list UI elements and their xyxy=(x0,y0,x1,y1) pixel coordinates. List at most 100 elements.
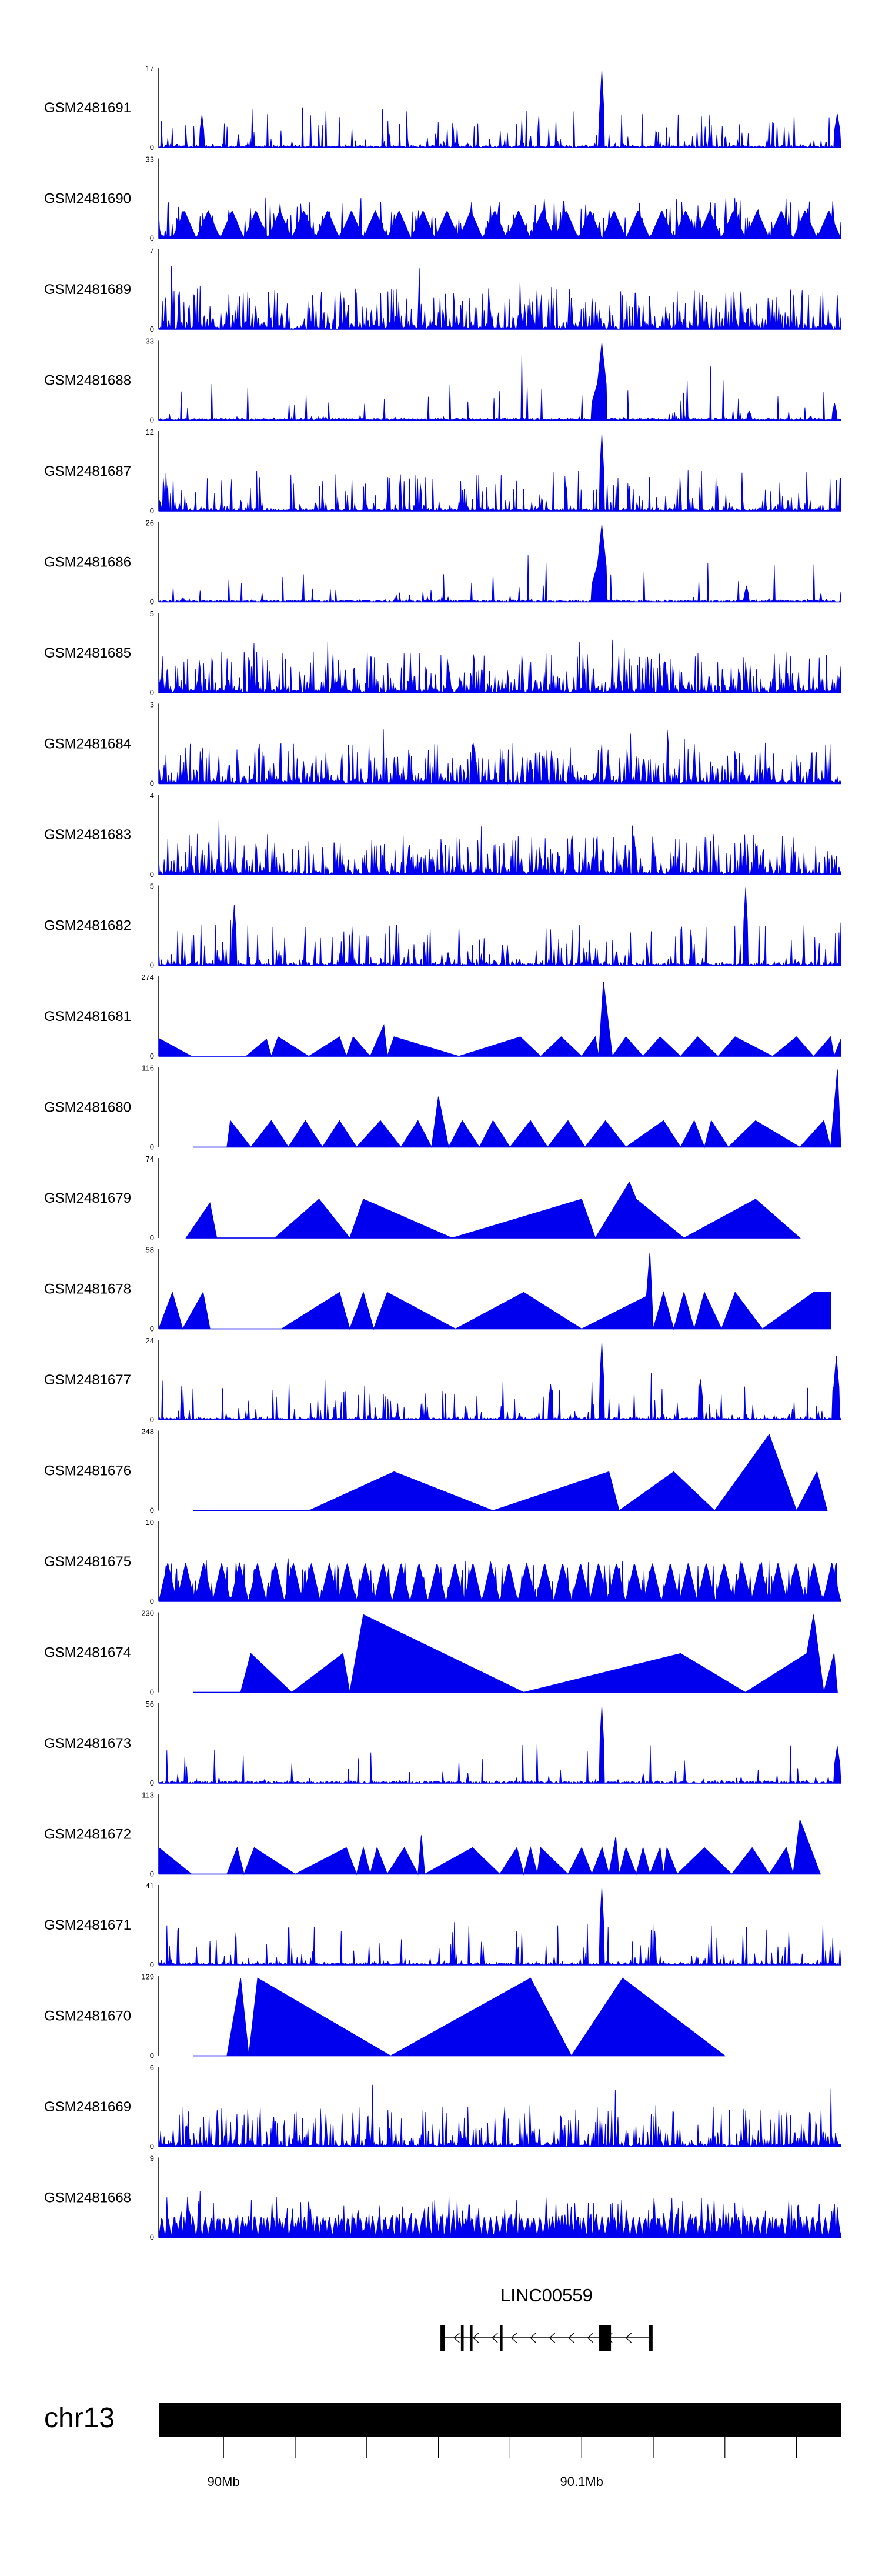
axis-min-label: 0 xyxy=(150,1506,154,1515)
coverage-area xyxy=(193,1977,726,2057)
chromosome-tick-label: 90.1Mb xyxy=(560,2474,603,2489)
axis-min-label: 0 xyxy=(150,779,154,788)
axis-max-label: 74 xyxy=(146,1154,154,1163)
axis-min-label: 0 xyxy=(150,2142,154,2151)
track-gsm2481676: GSM2481676 248 0 xyxy=(44,1427,828,1515)
axis-max-label: 17 xyxy=(146,64,154,73)
track-gsm2481677: GSM2481677 24 0 xyxy=(44,1336,841,1424)
track-gsm2481681: GSM2481681 274 0 xyxy=(44,973,841,1060)
track-gsm2481691: GSM2481691 17 0 xyxy=(44,64,841,152)
track-gsm2481687: GSM2481687 12 0 xyxy=(44,428,841,515)
coverage-area xyxy=(158,2084,841,2148)
axis-min-label: 0 xyxy=(150,688,154,697)
coverage-area xyxy=(185,1181,801,1239)
coverage-area xyxy=(193,1433,828,1511)
axis-min-label: 0 xyxy=(150,1597,154,1606)
track-label: GSM2481686 xyxy=(44,555,131,570)
strand-arrow xyxy=(530,2333,536,2343)
axis-max-label: 5 xyxy=(150,609,154,618)
axis-min-label: 0 xyxy=(150,1324,154,1333)
coverage-area xyxy=(193,1069,841,1149)
axis-max-label: 129 xyxy=(141,1973,154,1981)
track-label: GSM2481672 xyxy=(44,1827,131,1843)
gene-exon xyxy=(500,2325,503,2351)
axis-min-label: 0 xyxy=(150,2233,154,2242)
strand-arrow xyxy=(472,2333,479,2343)
track-gsm2481669: GSM2481669 6 0 xyxy=(44,2063,841,2151)
track-gsm2481675: GSM2481675 10 0 xyxy=(44,1518,841,1606)
track-gsm2481686: GSM2481686 26 0 xyxy=(44,519,841,606)
track-label: GSM2481683 xyxy=(44,827,131,843)
strand-arrow xyxy=(625,2333,632,2343)
track-gsm2481690: GSM2481690 33 0 xyxy=(44,155,841,243)
gene-label: LINC00559 xyxy=(500,2285,593,2305)
axis-max-label: 113 xyxy=(142,1791,154,1800)
chromosome-band xyxy=(159,2403,841,2437)
axis-max-label: 56 xyxy=(146,1700,154,1709)
track-label: GSM2481675 xyxy=(44,1554,131,1570)
gene-exon xyxy=(469,2325,473,2351)
coverage-area xyxy=(193,1614,838,1693)
track-label: GSM2481690 xyxy=(44,191,131,207)
track-label: GSM2481676 xyxy=(44,1463,131,1479)
axis-max-label: 9 xyxy=(150,2154,154,2163)
axis-max-label: 7 xyxy=(150,246,154,255)
track-label: GSM2481670 xyxy=(44,2008,131,2024)
track-gsm2481683: GSM2481683 4 0 xyxy=(44,791,841,879)
coverage-area xyxy=(158,887,841,967)
strand-arrow xyxy=(568,2333,574,2343)
sample-tracks: GSM2481691170GSM2481690330GSM248168970GS… xyxy=(44,64,841,2242)
strand-arrow xyxy=(510,2333,517,2343)
track-gsm2481684: GSM2481684 3 0 xyxy=(44,700,841,788)
axis-min-label: 0 xyxy=(150,143,154,152)
axis-max-label: 116 xyxy=(142,1064,154,1073)
chromosome-label: chr13 xyxy=(44,2403,115,2434)
track-label: GSM2481682 xyxy=(44,918,131,934)
axis-min-label: 0 xyxy=(150,1870,154,1878)
coverage-area xyxy=(158,1705,841,1784)
axis-min-label: 0 xyxy=(150,325,154,333)
track-gsm2481672: GSM2481672 113 0 xyxy=(44,1791,821,1878)
track-label: GSM2481684 xyxy=(44,736,131,752)
coverage-area xyxy=(158,1819,821,1876)
coverage-area xyxy=(158,69,841,149)
track-label: GSM2481685 xyxy=(44,645,131,661)
track-gsm2481678: GSM2481678 58 0 xyxy=(44,1246,831,1333)
axis-min-label: 0 xyxy=(150,1415,154,1424)
track-gsm2481674: GSM2481674 230 0 xyxy=(44,1609,838,1697)
axis-max-label: 33 xyxy=(146,337,154,346)
strand-arrow xyxy=(587,2333,594,2343)
axis-max-label: 248 xyxy=(141,1427,154,1436)
axis-min-label: 0 xyxy=(150,2051,154,2060)
coverage-area xyxy=(158,1253,831,1330)
axis-max-label: 3 xyxy=(150,700,154,709)
axis-max-label: 4 xyxy=(150,791,154,800)
track-gsm2481670: GSM2481670 129 0 xyxy=(44,1973,726,2060)
track-label: GSM2481671 xyxy=(44,1917,131,1933)
gene-exon xyxy=(440,2325,445,2351)
axis-min-label: 0 xyxy=(150,506,154,515)
track-gsm2481689: GSM2481689 7 0 xyxy=(44,246,841,333)
chromosome-ideogram: chr13 90Mb 90.1Mb xyxy=(44,2403,841,2489)
track-label: GSM2481680 xyxy=(44,1100,131,1116)
axis-max-label: 24 xyxy=(146,1336,154,1345)
strand-arrow xyxy=(549,2333,556,2343)
gene-exon xyxy=(599,2325,612,2351)
axis-min-label: 0 xyxy=(150,1778,154,1787)
coverage-area xyxy=(158,1342,841,1421)
axis-min-label: 0 xyxy=(150,598,154,606)
track-gsm2481688: GSM2481688 33 0 xyxy=(44,337,841,425)
track-gsm2481685: GSM2481685 5 0 xyxy=(44,609,841,697)
coverage-area xyxy=(158,197,841,239)
track-label: GSM2481689 xyxy=(44,282,131,298)
axis-min-label: 0 xyxy=(150,1143,154,1152)
coverage-area xyxy=(158,982,841,1058)
coverage-area xyxy=(158,2191,841,2238)
track-gsm2481668: GSM2481668 9 0 xyxy=(44,2154,841,2242)
track-gsm2481682: GSM2481682 5 0 xyxy=(44,882,841,970)
axis-max-label: 58 xyxy=(146,1246,154,1254)
axis-min-label: 0 xyxy=(150,1233,154,1242)
axis-max-label: 10 xyxy=(146,1518,154,1527)
coverage-area xyxy=(158,266,841,331)
